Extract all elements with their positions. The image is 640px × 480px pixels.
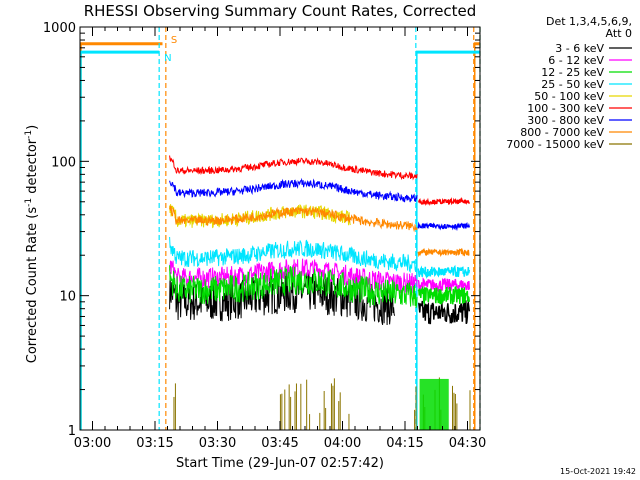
legend-entry-label: 100 - 300 keV xyxy=(527,102,604,115)
series-tail xyxy=(417,221,471,232)
y-tick-label: 1 xyxy=(68,424,76,439)
series-tail xyxy=(417,276,471,293)
series-line xyxy=(169,265,418,308)
series-line xyxy=(169,205,418,233)
y-tick-label: 100 xyxy=(51,155,76,170)
x-tick-label: 03:45 xyxy=(261,436,298,451)
y-axis-label: Corrected Count Rate (s-1 detector-1) xyxy=(24,125,40,363)
plot-area: SN xyxy=(80,27,481,430)
legend-header-line1: Det 1,3,4,5,6,9, xyxy=(546,15,632,28)
legend-entry-label: 25 - 50 keV xyxy=(541,78,604,91)
generation-timestamp: 15-Oct-2021 19:42 xyxy=(560,467,636,476)
x-tick-label: 04:30 xyxy=(449,436,486,451)
legend-entry-label: 7000 - 15000 keV xyxy=(506,138,604,151)
x-axis-label: Start Time (29-Jun-07 02:57:42) xyxy=(176,456,384,471)
series-trace xyxy=(169,258,471,294)
series-line xyxy=(169,258,418,294)
series-tail xyxy=(418,196,470,207)
series-trace xyxy=(169,265,471,308)
legend-entry-label: 3 - 6 keV xyxy=(555,42,604,55)
low-energy-gap-fill xyxy=(419,378,449,430)
series-trace xyxy=(169,177,471,232)
series-line xyxy=(169,177,418,203)
legend-header-line2: Att 0 xyxy=(606,27,632,40)
y-tick-label: 1000 xyxy=(43,21,76,36)
series-line xyxy=(169,236,418,274)
series-tail xyxy=(417,300,471,325)
series-trace xyxy=(169,205,470,258)
series-trace xyxy=(169,236,471,279)
x-tick-label: 03:15 xyxy=(136,436,173,451)
axes: 1 10 100 1000 03:00 03:15 03:30 03:45 04:00 04:15… xyxy=(43,21,486,451)
legend-entry-label: 12 - 25 keV xyxy=(541,66,604,79)
series-tail xyxy=(417,264,471,279)
series-tail xyxy=(417,285,471,306)
legend-entry-label: 6 - 12 keV xyxy=(548,54,604,67)
x-tick-label: 03:30 xyxy=(199,436,236,451)
legend-entry-label: 50 - 100 keV xyxy=(534,90,604,103)
plot-frame xyxy=(79,26,481,431)
series-tail xyxy=(417,247,470,258)
legend-entry-label: 300 - 800 keV xyxy=(527,114,604,127)
x-tick-label: 03:00 xyxy=(74,436,111,451)
chart-title: RHESSI Observing Summary Count Rates, Co… xyxy=(84,2,477,20)
y-tick-label: 10 xyxy=(59,290,76,305)
night-flag-label: N xyxy=(164,53,171,64)
x-tick-label: 04:00 xyxy=(324,436,361,451)
series-line xyxy=(169,155,418,181)
series-trace xyxy=(169,155,470,207)
legend-entry-label: 800 - 7000 keV xyxy=(520,126,604,139)
saa-flag-label: S xyxy=(171,35,177,46)
x-tick-label: 04:15 xyxy=(386,436,423,451)
